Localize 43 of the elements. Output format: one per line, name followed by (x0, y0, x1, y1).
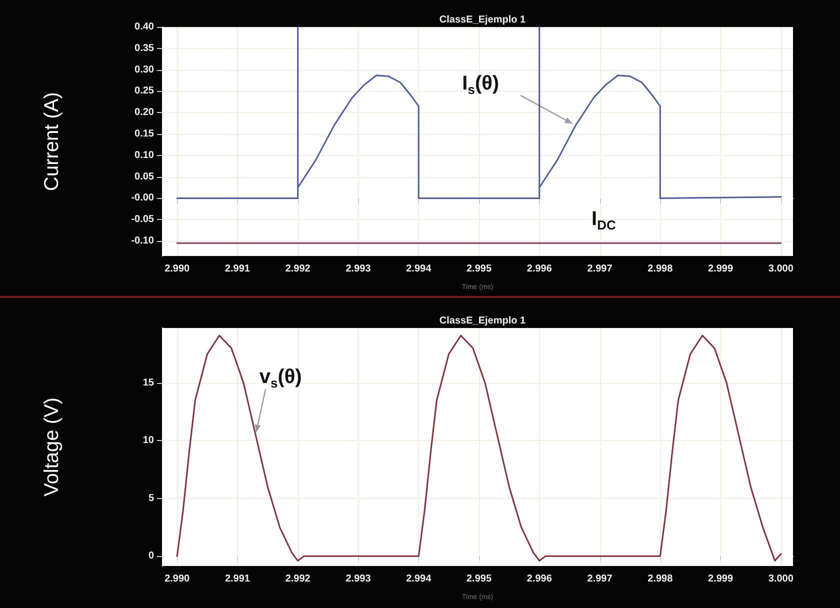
x-tick-label: 2.998 (648, 574, 674, 584)
y-tick-label: 10 (142, 435, 154, 446)
y-tick-label: 0.40 (134, 22, 154, 32)
x-tick-label: 2.991 (224, 264, 250, 274)
x-tick-label: 2.990 (164, 574, 190, 584)
x-tick-label: 2.993 (346, 264, 372, 274)
y-tick-label: 0 (148, 550, 154, 562)
x-tick-label: 2.995 (466, 264, 492, 274)
y-tick-label: 15 (142, 377, 154, 388)
y-axis-title: Current (A) (41, 92, 63, 191)
x-tick-label: 3.000 (768, 264, 794, 274)
y-tick-label: -0.10 (131, 236, 154, 247)
x-tick-label: 3.000 (768, 574, 794, 584)
chart-title: ClassE_Ejemplo 1 (439, 14, 526, 26)
x-tick-label: 2.998 (648, 264, 674, 274)
line-series (176, 26, 782, 199)
x-tick-label: 2.996 (526, 574, 552, 584)
x-tick-label: 2.991 (224, 574, 250, 584)
x-tick-label: 2.993 (346, 574, 372, 584)
x-tick-label: 2.990 (164, 264, 190, 274)
y-tick-label: 0.20 (134, 107, 154, 118)
y-tick-label: 0.10 (134, 150, 154, 161)
x-tick-label: 2.997 (587, 574, 613, 584)
x-tick-label: 2.995 (466, 574, 492, 584)
y-tick-label: 0.25 (134, 86, 154, 97)
y-tick-label: 0.35 (134, 42, 154, 54)
x-tick-label: 2.996 (526, 264, 552, 274)
line-series (176, 334, 782, 562)
x-tick-label: 2.997 (587, 264, 613, 274)
chart-title: ClassE_Ejemplo 1 (439, 316, 526, 326)
x-tick-label: 2.992 (285, 574, 311, 584)
y-tick-label: 5 (148, 492, 154, 504)
y-axis-title: Voltage (V) (41, 398, 63, 496)
x-tick-label: 2.992 (285, 264, 311, 274)
x-tick-label: 2.999 (708, 574, 734, 584)
x-tick-label: 2.999 (708, 264, 734, 274)
y-tick-label: 0.30 (134, 64, 154, 76)
y-tick-label: 0.15 (134, 128, 154, 140)
x-tick-label: 2.994 (406, 574, 432, 584)
y-tick-label: -0.05 (131, 214, 154, 226)
y-tick-label: 0.05 (134, 171, 154, 182)
x-tick-label: 2.994 (406, 264, 432, 274)
y-tick-label: -0.00 (131, 192, 154, 204)
